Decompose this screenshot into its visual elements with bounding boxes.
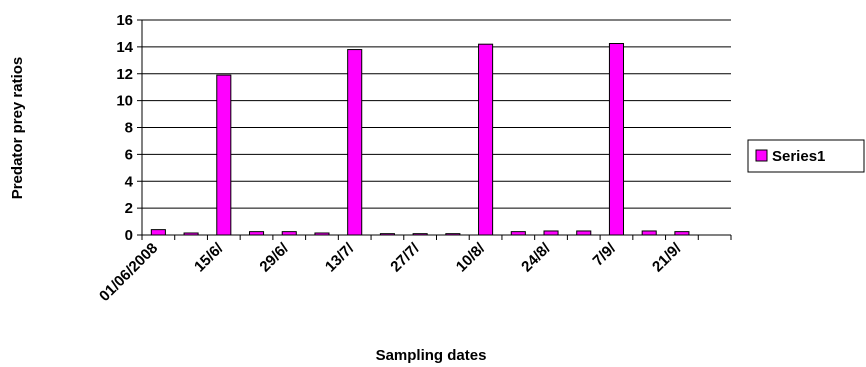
bar (641, 230, 657, 236)
bar (150, 229, 166, 236)
bar (576, 230, 592, 236)
bar (248, 231, 265, 236)
legend-label: Series1 (772, 148, 825, 165)
y-tick-label: 12 (116, 66, 133, 83)
x-axis-ticks: 01/06/2008 15/6/29/6/13/7/27/7/10/8/24/8/… (96, 235, 732, 305)
y-tick-label: 14 (116, 39, 133, 56)
bar (608, 43, 625, 236)
bar (543, 230, 559, 236)
x-tick-label: 29/6/ (256, 239, 292, 275)
bar (478, 43, 494, 236)
y-tick-label: 16 (116, 12, 133, 29)
bar (347, 49, 363, 236)
x-tick-label: 27/7/ (387, 239, 423, 275)
y-tick-label: 2 (125, 200, 133, 217)
y-tick-label: 8 (125, 120, 133, 137)
y-tick-label: 10 (116, 93, 133, 110)
x-tick-label: 13/7/ (322, 239, 358, 275)
bars (150, 43, 690, 236)
x-tick-label: 01/06/2008 (96, 240, 161, 305)
y-tick-label: 0 (125, 227, 133, 244)
x-tick-label: 21/9/ (649, 239, 685, 275)
x-tick-label: 15/6/ (191, 239, 227, 275)
bar (281, 231, 297, 236)
x-tick-label: 10/8/ (453, 239, 489, 275)
bar (674, 231, 690, 236)
y-tick-label: 4 (125, 173, 134, 190)
x-tick-label: 24/8/ (518, 239, 554, 275)
x-axis-title: Sampling dates (376, 347, 487, 364)
y-axis-ticks: 0 2 4 6 8 10 12 14 16 (116, 12, 142, 244)
gridlines (142, 19, 731, 236)
y-tick-label: 6 (125, 146, 133, 163)
bar (510, 231, 526, 236)
y-axis-title: Predator prey ratios (9, 57, 26, 200)
legend-swatch (755, 149, 768, 162)
x-tick-label: 7/9/ (590, 239, 620, 269)
legend: Series1 (747, 139, 865, 173)
bar (216, 74, 232, 236)
